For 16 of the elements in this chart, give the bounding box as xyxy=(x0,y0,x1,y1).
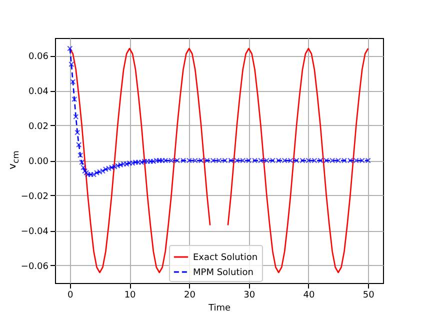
y-tick-label: 0.04 xyxy=(28,87,49,97)
x-axis-title: Time xyxy=(207,304,231,314)
legend-label: Exact Solution xyxy=(193,253,258,263)
legend-label: MPM Solution xyxy=(193,268,254,278)
y-tick-label: −0.02 xyxy=(20,192,48,202)
x-tick-label: 20 xyxy=(184,290,196,300)
x-tick-label: 50 xyxy=(362,290,375,300)
x-tick-label: 40 xyxy=(303,290,315,300)
x-tick-label: 30 xyxy=(244,290,256,300)
y-tick-label: −0.06 xyxy=(20,262,49,272)
y-tick-label: −0.04 xyxy=(20,227,49,237)
x-tick-label: 0 xyxy=(68,290,74,300)
x-tick-label: 10 xyxy=(124,290,136,300)
y-tick-label: 0.00 xyxy=(28,157,49,167)
y-tick-label: 0.06 xyxy=(28,52,49,62)
y-tick-label: 0.02 xyxy=(28,122,48,132)
